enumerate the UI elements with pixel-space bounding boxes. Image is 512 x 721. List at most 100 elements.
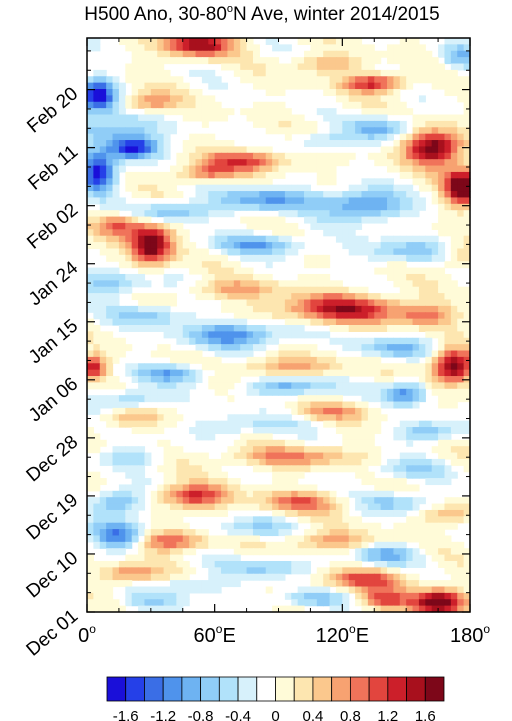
heat-cell <box>457 427 465 435</box>
heat-cell <box>125 286 133 294</box>
heat-cell <box>93 337 101 345</box>
heat-cell <box>323 350 331 358</box>
heat-cell <box>112 305 120 313</box>
heat-cell <box>176 76 184 84</box>
heat-cell <box>348 191 356 199</box>
heat-cell <box>201 535 209 543</box>
heat-cell <box>387 69 394 77</box>
heat-cell <box>125 127 133 135</box>
heat-cell <box>438 344 446 352</box>
heat-cell <box>316 522 324 530</box>
heat-cell <box>387 127 394 135</box>
heat-cell <box>131 229 139 237</box>
heat-cell <box>125 171 133 179</box>
heat-cell <box>87 554 94 562</box>
heat-cell <box>316 140 324 148</box>
heat-cell <box>355 356 363 364</box>
heat-cell <box>335 458 343 466</box>
heat-cell <box>297 69 305 77</box>
heat-cell <box>323 356 331 364</box>
heat-cell <box>457 146 465 154</box>
heat-cell <box>182 567 190 575</box>
heat-cell <box>418 184 426 192</box>
heat-cell <box>329 497 337 505</box>
heat-cell <box>393 108 401 116</box>
heat-cell <box>195 171 203 179</box>
heat-cell <box>259 57 267 65</box>
heat-cell <box>201 76 209 84</box>
heat-cell <box>272 171 280 179</box>
heat-cell <box>106 573 114 581</box>
heat-cell <box>157 229 165 237</box>
heat-cell <box>463 452 471 460</box>
heat-cell <box>272 548 280 556</box>
heat-cell <box>246 433 254 441</box>
heat-cell <box>393 433 401 441</box>
heat-cell <box>150 293 158 301</box>
heat-cell <box>342 407 350 415</box>
heat-cell <box>195 318 203 326</box>
title-degree: o <box>227 3 233 15</box>
heat-cell <box>380 388 388 396</box>
heat-cell <box>278 522 286 530</box>
heat-cell <box>438 178 446 186</box>
heat-cell <box>93 159 101 167</box>
heat-cell <box>87 229 94 237</box>
heat-cell <box>457 63 465 71</box>
heat-cell <box>457 222 465 230</box>
heat-cell <box>201 554 209 562</box>
heat-cell <box>438 363 446 371</box>
heat-cell <box>208 490 216 498</box>
heat-cell <box>457 120 465 128</box>
heat-cell <box>125 146 133 154</box>
heat-cell <box>438 337 446 345</box>
heat-cell <box>316 376 324 383</box>
heat-cell <box>335 312 343 320</box>
heat-cell <box>316 586 324 594</box>
heat-cell <box>221 197 229 205</box>
heat-cell <box>316 369 324 377</box>
heat-cell <box>418 133 426 141</box>
heat-cell <box>463 516 471 524</box>
heat-cell <box>342 242 350 250</box>
heat-cell <box>99 439 107 447</box>
heat-cell <box>99 452 107 460</box>
heat-cell <box>240 312 248 320</box>
colorbar-label: -1.2 <box>150 708 176 721</box>
heat-cell <box>450 388 458 396</box>
heat-cell <box>418 235 426 243</box>
heat-cell <box>106 490 114 498</box>
heat-cell <box>87 235 94 243</box>
heat-cell <box>144 376 152 383</box>
heat-cell <box>163 490 171 498</box>
heat-cell <box>208 235 216 243</box>
heat-cell <box>406 344 414 352</box>
heat-cell <box>367 586 375 594</box>
heat-cell <box>418 57 426 65</box>
heat-cell <box>323 140 331 148</box>
heat-cell <box>233 152 241 160</box>
heat-cell <box>348 89 356 96</box>
heat-cell <box>163 497 171 505</box>
heat-cell <box>304 369 312 377</box>
heat-cell <box>418 293 426 301</box>
heat-cell <box>406 535 414 543</box>
heat-cell <box>246 184 254 192</box>
heat-cell <box>195 191 203 199</box>
heat-cell <box>393 267 401 275</box>
heat-cell <box>387 573 394 581</box>
heat-cell <box>150 592 158 600</box>
heat-cell <box>304 299 312 307</box>
heat-cell <box>387 376 394 383</box>
heat-cell <box>387 133 394 141</box>
heat-cell <box>304 567 312 575</box>
heat-cell <box>252 159 260 167</box>
heat-cell <box>87 350 94 358</box>
heat-cell <box>272 573 280 581</box>
heat-cell <box>393 382 401 390</box>
heat-cell <box>412 573 420 581</box>
heat-cell <box>208 101 216 109</box>
heat-cell <box>342 140 350 148</box>
heat-cell <box>176 356 184 364</box>
heat-cell <box>399 120 407 128</box>
